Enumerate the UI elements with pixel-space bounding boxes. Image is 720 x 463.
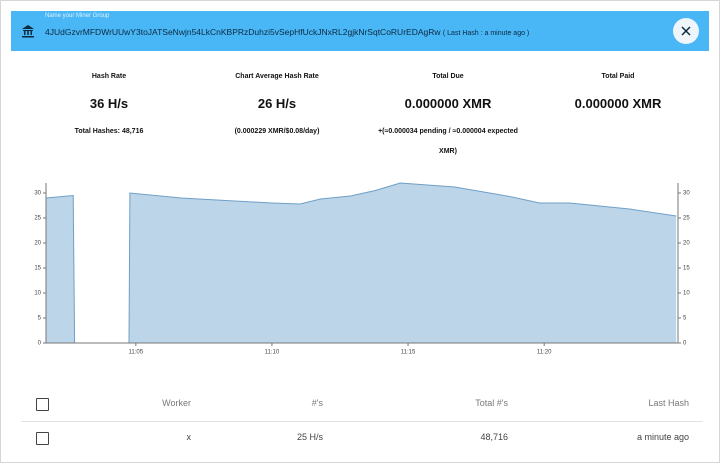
stat-sub: +(≈0.000034 pending / ≈0.000004 expected…: [378, 128, 518, 155]
y2-tick-label: 20: [683, 241, 690, 247]
stat-value: 0.000000 XMR: [574, 96, 662, 111]
checkbox[interactable]: [36, 398, 49, 411]
cell: x: [186, 432, 192, 442]
last-hash: ( Last Hash : a minute ago ): [442, 30, 530, 37]
cell: 25 H/s: [296, 432, 323, 442]
close-icon: [681, 26, 691, 36]
stat-label: Chart Average Hash Rate: [235, 73, 319, 80]
column-header: Total #'s: [475, 398, 508, 408]
stat-sub: Total Hashes: 48,716: [74, 128, 144, 135]
y-tick-label: 0: [38, 341, 42, 347]
cell: 48,716: [480, 432, 508, 442]
address: 4JUdGzvrMFDWrUUwY3toJATSeNwjn54LkCnKBPRz…: [45, 27, 529, 37]
y2-tick-label: 30: [683, 191, 690, 197]
stat-label: Hash Rate: [91, 73, 127, 80]
column-header: Last Hash: [648, 398, 689, 408]
y2-tick-label: 25: [683, 216, 690, 222]
y-tick-label: 25: [34, 216, 41, 222]
address-text: 4JUdGzvrMFDWrUUwY3toJATSeNwjn54LkCnKBPRz…: [45, 27, 441, 37]
x-tick-label: 11:10: [265, 350, 280, 356]
y-tick-label: 5: [38, 316, 42, 322]
x-tick-label: 11:05: [129, 350, 144, 356]
stat-value: 36 H/s: [89, 96, 129, 111]
column-header: Worker: [162, 398, 191, 408]
y2-tick-label: 5: [683, 316, 687, 322]
column-header: #'s: [311, 398, 323, 408]
y-tick-label: 20: [34, 241, 41, 247]
y2-tick-label: 10: [683, 291, 690, 297]
y2-tick-label: 0: [683, 341, 687, 347]
stat-value: 0.000000 XMR: [404, 96, 492, 111]
group-label: Name your Miner Group: [45, 13, 110, 19]
close-button[interactable]: [673, 18, 699, 44]
x-tick-label: 11:15: [401, 350, 416, 356]
bank-icon: [22, 25, 34, 38]
row-divider: [21, 421, 703, 422]
cell: a minute ago: [636, 432, 689, 442]
stat-value: 26 H/s: [257, 96, 297, 111]
y-tick-label: 30: [34, 191, 41, 197]
y-tick-label: 15: [34, 266, 41, 272]
stat-sub: (0.000229 XMR/$0.08/day): [234, 128, 320, 135]
y-tick-label: 10: [34, 291, 41, 297]
stat-label: Total Due: [432, 73, 464, 80]
y2-tick-label: 15: [683, 266, 690, 272]
header-bar: Name your Miner Group 4JUdGzvrMFDWrUUwY3…: [11, 11, 709, 51]
chart: 0 0 5 5 10 10 15 15 20 20 25 25 30 30 11:05 11:10 11:15 1…: [34, 182, 690, 356]
stat-label: Total Paid: [601, 73, 635, 80]
area: [46, 183, 677, 343]
x-tick-label: 11:20: [537, 350, 552, 356]
checkbox[interactable]: [36, 432, 49, 445]
